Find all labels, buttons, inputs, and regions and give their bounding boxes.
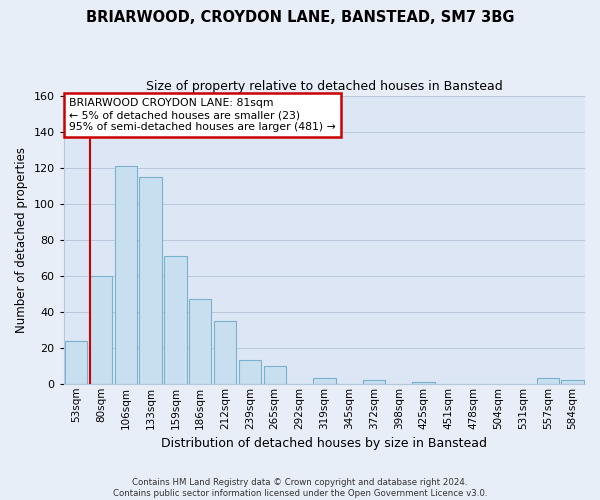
Bar xyxy=(65,340,87,384)
Bar xyxy=(562,380,584,384)
Bar xyxy=(90,276,112,384)
Bar xyxy=(313,378,335,384)
Bar xyxy=(536,378,559,384)
Bar xyxy=(412,382,435,384)
Bar xyxy=(189,299,211,384)
Bar xyxy=(139,176,162,384)
Text: BRIARWOOD, CROYDON LANE, BANSTEAD, SM7 3BG: BRIARWOOD, CROYDON LANE, BANSTEAD, SM7 3… xyxy=(86,10,514,25)
Text: Contains HM Land Registry data © Crown copyright and database right 2024.
Contai: Contains HM Land Registry data © Crown c… xyxy=(113,478,487,498)
Bar xyxy=(214,320,236,384)
Title: Size of property relative to detached houses in Banstead: Size of property relative to detached ho… xyxy=(146,80,503,93)
Bar xyxy=(363,380,385,384)
Bar xyxy=(239,360,261,384)
X-axis label: Distribution of detached houses by size in Banstead: Distribution of detached houses by size … xyxy=(161,437,487,450)
Bar xyxy=(263,366,286,384)
Bar xyxy=(115,166,137,384)
Y-axis label: Number of detached properties: Number of detached properties xyxy=(15,146,28,332)
Text: BRIARWOOD CROYDON LANE: 81sqm
← 5% of detached houses are smaller (23)
95% of se: BRIARWOOD CROYDON LANE: 81sqm ← 5% of de… xyxy=(69,98,335,132)
Bar xyxy=(164,256,187,384)
